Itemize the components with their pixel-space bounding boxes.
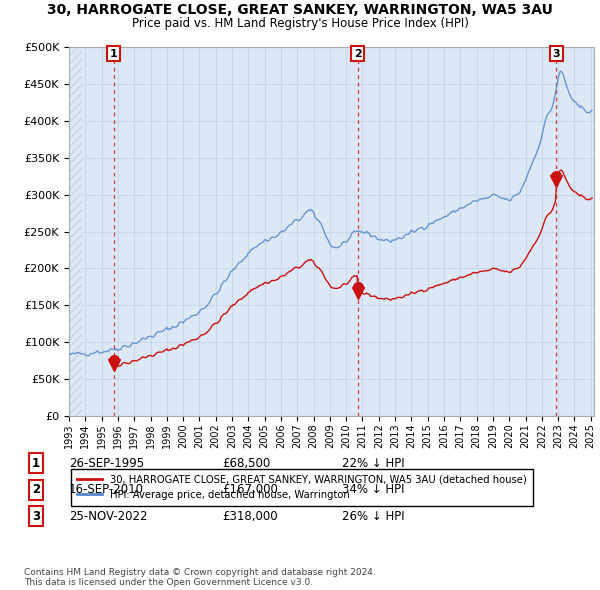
Text: 25-NOV-2022: 25-NOV-2022 bbox=[69, 510, 148, 523]
Bar bbox=[69, 47, 82, 416]
Text: £167,000: £167,000 bbox=[222, 483, 278, 496]
Text: 3: 3 bbox=[32, 510, 40, 523]
Text: 16-SEP-2010: 16-SEP-2010 bbox=[69, 483, 144, 496]
Text: 2: 2 bbox=[354, 49, 362, 58]
Text: Price paid vs. HM Land Registry's House Price Index (HPI): Price paid vs. HM Land Registry's House … bbox=[131, 17, 469, 30]
Text: 34% ↓ HPI: 34% ↓ HPI bbox=[342, 483, 404, 496]
Text: 26% ↓ HPI: 26% ↓ HPI bbox=[342, 510, 404, 523]
Text: Contains HM Land Registry data © Crown copyright and database right 2024.
This d: Contains HM Land Registry data © Crown c… bbox=[24, 568, 376, 587]
Text: 22% ↓ HPI: 22% ↓ HPI bbox=[342, 457, 404, 470]
Text: 1: 1 bbox=[110, 49, 118, 58]
Text: £318,000: £318,000 bbox=[222, 510, 278, 523]
Text: £68,500: £68,500 bbox=[222, 457, 270, 470]
Text: 1: 1 bbox=[32, 457, 40, 470]
Text: 2: 2 bbox=[32, 483, 40, 496]
Legend: 30, HARROGATE CLOSE, GREAT SANKEY, WARRINGTON, WA5 3AU (detached house), HPI: Av: 30, HARROGATE CLOSE, GREAT SANKEY, WARRI… bbox=[71, 469, 533, 506]
Text: 30, HARROGATE CLOSE, GREAT SANKEY, WARRINGTON, WA5 3AU: 30, HARROGATE CLOSE, GREAT SANKEY, WARRI… bbox=[47, 3, 553, 17]
Text: 26-SEP-1995: 26-SEP-1995 bbox=[69, 457, 144, 470]
Text: 3: 3 bbox=[553, 49, 560, 58]
